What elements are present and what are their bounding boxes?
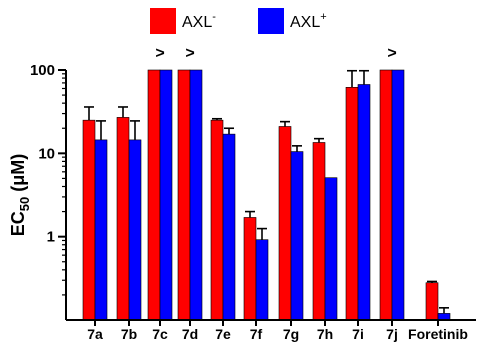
bar-7b-axl-plus	[128, 139, 142, 321]
x-tick-label-7f: 7f	[250, 326, 263, 342]
y-axis-title-main: EC	[8, 211, 28, 236]
legend-swatch-0	[150, 8, 176, 34]
y-tick-label-1: 10	[38, 145, 55, 162]
error-bars	[84, 69, 449, 314]
bar-7f-axl-plus	[255, 239, 269, 321]
greater-than-marker-7d: >	[185, 45, 194, 62]
bar-7a-axl-plus	[94, 139, 108, 321]
bar-7g-axl-minus	[278, 126, 292, 321]
bar-7i-axl-plus	[357, 84, 371, 321]
greater-than-marker-7c: >	[155, 45, 164, 62]
greater-than-marker-7j: >	[387, 45, 396, 62]
bar-7i-axl-minus	[345, 87, 359, 321]
y-axis-label: EC50 (μM)	[8, 154, 32, 236]
bar-7e-axl-minus	[210, 119, 224, 321]
x-tick-label-7h: 7h	[317, 326, 333, 342]
x-tick-label-7d: 7d	[182, 326, 198, 342]
y-tick-label-2: 100	[30, 62, 55, 79]
greater-than-markers: > > >	[155, 45, 396, 62]
bar-7a-axl-minus	[82, 119, 96, 321]
bar-7d-axl-plus	[189, 69, 203, 321]
x-tick-label-Foretinib: Foretinib	[408, 326, 468, 342]
x-tick-label-7c: 7c	[152, 326, 168, 342]
bar-7d-axl-minus	[177, 69, 191, 321]
legend: AXL- AXL+	[150, 8, 327, 34]
legend-label-1: AXL+	[290, 11, 327, 31]
bar-Foretinib-axl-minus	[425, 282, 439, 321]
bars	[82, 69, 451, 321]
y-axis-title-sub: 50	[17, 197, 32, 211]
y-axis: 1 10 100	[30, 62, 67, 320]
x-tick-label-7a: 7a	[87, 326, 103, 342]
bar-7g-axl-plus	[290, 151, 304, 321]
y-tick-label-0: 1	[47, 229, 55, 246]
legend-swatch-1	[258, 8, 284, 34]
y-axis-title-unit: (μM)	[8, 154, 28, 197]
bar-7b-axl-minus	[116, 117, 130, 321]
bar-7h-axl-plus	[324, 177, 338, 321]
bar-7c-axl-minus	[147, 69, 161, 321]
legend-label-sup-0: -	[212, 11, 216, 23]
x-axis: 7a 7b 7c 7d 7e 7f 7g 7h 7i 7j Foretinib	[66, 319, 476, 342]
bar-7j-axl-plus	[391, 69, 405, 321]
x-tick-label-7e: 7e	[215, 326, 231, 342]
bar-7c-axl-plus	[159, 69, 173, 321]
x-tick-label-7i: 7i	[352, 326, 364, 342]
bar-7f-axl-minus	[243, 217, 257, 321]
x-tick-label-7g: 7g	[283, 326, 299, 342]
x-tick-label-7b: 7b	[121, 326, 137, 342]
x-tick-label-7j: 7j	[386, 326, 398, 342]
y-axis-title: EC50 (μM)	[8, 154, 32, 236]
bar-7h-axl-minus	[312, 142, 326, 321]
bar-7e-axl-plus	[222, 133, 236, 321]
bar-7j-axl-minus	[379, 69, 393, 321]
legend-label-sup-1: +	[320, 11, 326, 23]
legend-label-0: AXL-	[182, 11, 216, 31]
